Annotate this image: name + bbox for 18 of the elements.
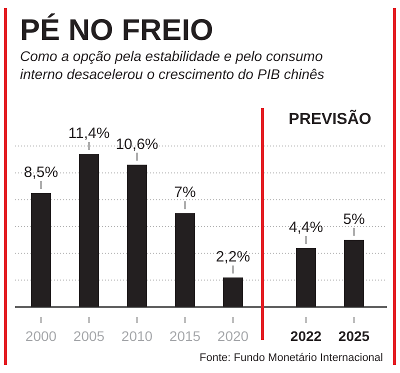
x-tick-label: 2005 (73, 328, 105, 344)
x-tick-label: 2020 (217, 328, 249, 344)
data-label: 5% (343, 210, 365, 228)
data-label: 4,4% (288, 218, 324, 236)
source-note: Fonte: Fundo Monetário Internacional (200, 352, 383, 364)
data-label: 10,6% (116, 136, 158, 153)
data-label: 11,4% (68, 125, 110, 142)
x-tick-label: 2022 (290, 328, 322, 344)
x-tick-label: 2010 (121, 328, 153, 344)
x-tick-label: 2025 (338, 328, 370, 344)
x-tick-label: 2015 (169, 328, 201, 344)
x-tick-label: 2000 (25, 328, 57, 344)
data-label: 2,2% (216, 248, 250, 266)
chart-subtitle: Como a opção pela estabilidade e pelo consumo interno desacelerou o crescimento do PIB chinês (20, 48, 324, 82)
data-label: 8,5% (24, 164, 58, 181)
data-label: 7% (174, 184, 196, 202)
chart-title: PÉ NO FREIO (20, 13, 214, 47)
ref-line-label: PREVISÃO (288, 109, 372, 128)
